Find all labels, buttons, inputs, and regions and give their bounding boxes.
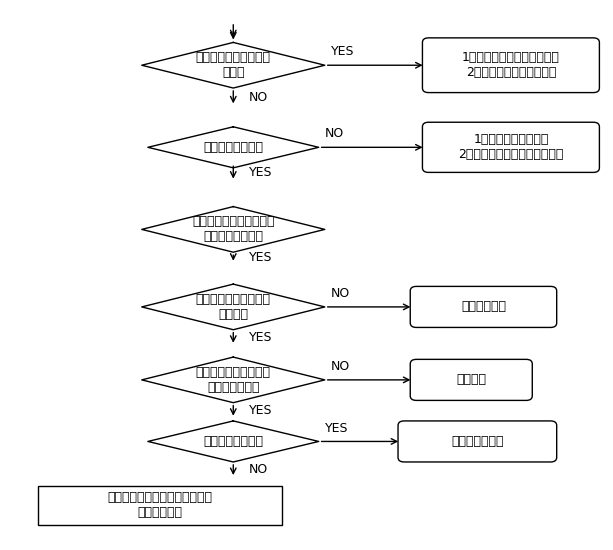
- Polygon shape: [142, 42, 325, 88]
- Text: NO: NO: [325, 128, 344, 140]
- Text: 定位器中放大器的球阀
能否关严: 定位器中放大器的球阀 能否关严: [196, 293, 271, 321]
- Polygon shape: [142, 207, 325, 252]
- Polygon shape: [148, 127, 319, 168]
- Text: NO: NO: [331, 360, 350, 373]
- Text: 重新调整: 重新调整: [456, 373, 486, 387]
- Bar: [38, 486, 282, 525]
- Text: NO: NO: [248, 91, 268, 103]
- Polygon shape: [142, 357, 325, 403]
- Text: 拆开阀门检查阀杆摩擦力是否过
大，对症处理: 拆开阀门检查阀杆摩擦力是否过 大，对症处理: [107, 491, 213, 519]
- FancyBboxPatch shape: [422, 38, 600, 92]
- Text: 气源、信号压力一定时调
节阀动作仍不稳定: 气源、信号压力一定时调 节阀动作仍不稳定: [192, 216, 275, 244]
- Text: 1、检查调节器的故障
2、控制系统的时间常数不适当: 1、检查调节器的故障 2、控制系统的时间常数不适当: [459, 133, 563, 161]
- FancyBboxPatch shape: [398, 421, 557, 462]
- Text: 控制信号是否稳定: 控制信号是否稳定: [204, 141, 263, 154]
- Text: YES: YES: [248, 331, 272, 344]
- Text: 对症处理泄漏点: 对症处理泄漏点: [451, 435, 504, 448]
- Text: YES: YES: [331, 46, 354, 58]
- Text: YES: YES: [325, 422, 348, 435]
- Text: YES: YES: [248, 404, 272, 417]
- Text: 1、空气压缩机容量是否过小
2、减压器有故障对症处理: 1、空气压缩机容量是否过小 2、减压器有故障对症处理: [462, 51, 560, 79]
- Polygon shape: [142, 284, 325, 329]
- Text: 拆卸清洗球阀: 拆卸清洗球阀: [461, 300, 506, 313]
- Polygon shape: [148, 421, 319, 462]
- Text: NO: NO: [248, 464, 268, 476]
- Text: 压缩空气的压力是否经
常波动: 压缩空气的压力是否经 常波动: [196, 51, 271, 79]
- Text: YES: YES: [248, 251, 272, 265]
- FancyBboxPatch shape: [410, 287, 557, 327]
- Text: 阀门定位器放大器的喷
嘴挡板是否平行: 阀门定位器放大器的喷 嘴挡板是否平行: [196, 366, 271, 394]
- Text: 输出管路是否泄漏: 输出管路是否泄漏: [204, 435, 263, 448]
- FancyBboxPatch shape: [422, 122, 600, 172]
- Text: NO: NO: [331, 287, 350, 300]
- FancyBboxPatch shape: [410, 359, 532, 400]
- Text: YES: YES: [248, 166, 272, 179]
